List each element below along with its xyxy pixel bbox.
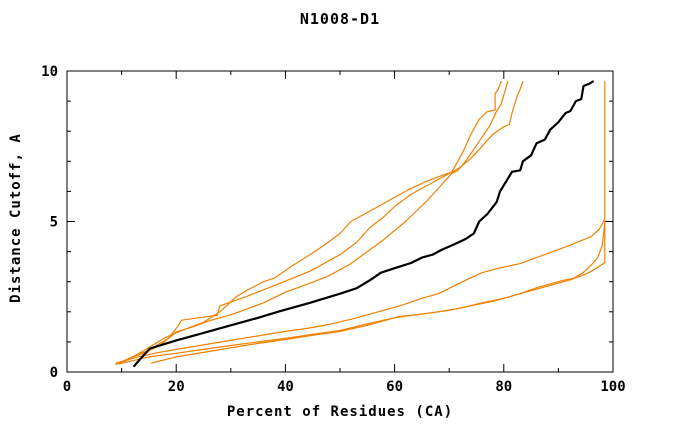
y-axis-label: Distance Cutoff, A <box>8 133 24 303</box>
x-tick-label: 60 <box>386 379 403 395</box>
plot-frame <box>66 70 614 373</box>
x-tick-label: 40 <box>277 379 294 395</box>
x-tick-label: 0 <box>63 379 71 395</box>
series-black-highlight <box>133 80 594 368</box>
series-orange-steep-1 <box>115 80 502 366</box>
chart-title: N1008-D1 <box>299 10 381 28</box>
x-tick-label: 20 <box>168 379 185 395</box>
series-orange-shallow-3 <box>151 222 606 364</box>
series-orange-steep-2 <box>118 80 509 364</box>
y-tick-label: 0 <box>50 365 58 381</box>
x-tick-label: 100 <box>600 379 625 395</box>
series-orange-shallow-1 <box>115 219 605 364</box>
y-tick-label: 5 <box>50 215 58 231</box>
y-tick-label: 10 <box>41 64 58 80</box>
series-orange-shallow-2 <box>118 80 606 365</box>
x-axis-label: Percent of Residues (CA) <box>226 404 454 420</box>
series-orange-steep-3 <box>123 80 524 363</box>
x-tick-label: 80 <box>495 379 512 395</box>
